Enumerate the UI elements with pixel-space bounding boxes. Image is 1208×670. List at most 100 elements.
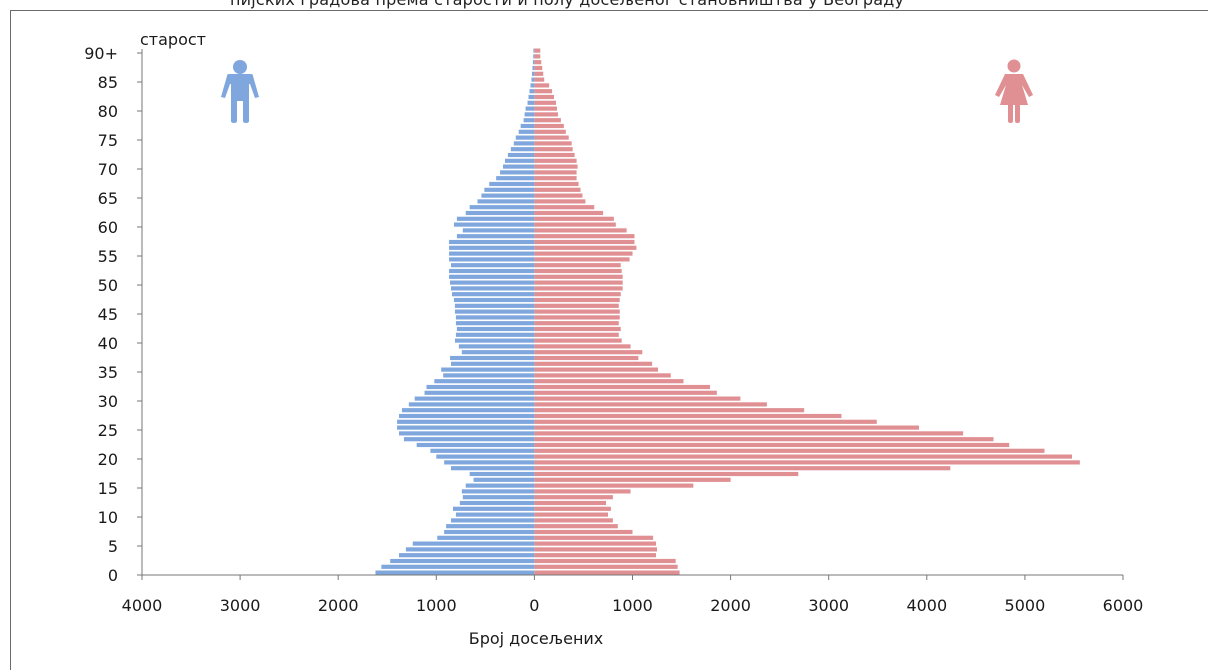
x-tick-label: 1000 xyxy=(416,596,457,615)
female-bar-age-67 xyxy=(534,181,579,187)
y-tick-label: 20 xyxy=(98,450,118,469)
female-bar-age-50 xyxy=(534,280,623,285)
female-bar-age-7 xyxy=(534,529,633,535)
female-bar-age-57 xyxy=(534,239,635,245)
male-bar-age-77 xyxy=(520,123,535,129)
male-bar-age-37 xyxy=(450,355,535,361)
male-bar-age-20 xyxy=(436,454,535,459)
male-bar-age-69 xyxy=(500,170,535,175)
labels-layer: старост Број досељених 4000 3000 2000 1000 0… xyxy=(84,30,1143,648)
female-bar-age-90 xyxy=(534,48,541,53)
male-bar-age-35 xyxy=(441,367,535,372)
male-bar-age-75 xyxy=(515,135,535,140)
male-bar-age-34 xyxy=(443,373,535,378)
male-bar-age-49 xyxy=(451,286,535,291)
y-tick-label: 30 xyxy=(98,392,118,411)
y-tick-label: 10 xyxy=(98,508,118,527)
male-bar-age-22 xyxy=(416,442,535,448)
male-bar-age-56 xyxy=(449,245,535,250)
male-bar-age-15 xyxy=(465,483,535,488)
male-bar-age-65 xyxy=(481,193,535,198)
male-bar-age-41 xyxy=(455,332,535,337)
x-tick-label: 3000 xyxy=(808,596,849,615)
female-bar-age-70 xyxy=(534,164,578,169)
female-bar-age-6 xyxy=(534,535,654,540)
male-bar-age-66 xyxy=(484,187,535,192)
female-bar-age-44 xyxy=(534,315,620,320)
male-bar-age-36 xyxy=(451,361,535,366)
female-bar-age-12 xyxy=(534,500,607,506)
y-tick-label: 70 xyxy=(98,160,118,179)
female-bar-age-1 xyxy=(534,564,678,569)
male-bar-age-73 xyxy=(510,147,535,152)
male-bar-age-60 xyxy=(453,222,535,227)
male-bar-age-32 xyxy=(426,384,535,390)
male-bar-age-62 xyxy=(465,210,535,216)
female-bar-age-61 xyxy=(534,216,614,221)
male-bar-age-44 xyxy=(455,315,535,320)
x-tick-label: 4000 xyxy=(906,596,947,615)
male-bar-age-38 xyxy=(461,350,535,355)
female-bar-age-72 xyxy=(534,152,575,158)
male-bar-age-53 xyxy=(451,263,535,268)
male-bar-age-71 xyxy=(504,158,535,163)
female-bar-age-59 xyxy=(534,228,627,233)
female-bar-age-45 xyxy=(534,309,620,314)
y-tick-label: 40 xyxy=(98,334,118,353)
female-bar-age-49 xyxy=(534,286,623,291)
male-figure-icon xyxy=(221,60,259,123)
x-tick-label: 5000 xyxy=(1005,596,1046,615)
female-bar-age-60 xyxy=(534,222,616,227)
male-bar-age-30 xyxy=(414,396,535,401)
female-bar-age-78 xyxy=(534,118,561,123)
y-tick-label: 60 xyxy=(98,218,118,237)
male-bar-age-4 xyxy=(405,547,535,552)
male-bar-age-10 xyxy=(455,512,535,517)
female-bar-age-86 xyxy=(534,71,544,76)
y-tick-label: 90+ xyxy=(84,44,118,63)
female-bar-age-33 xyxy=(534,379,684,384)
male-bar-age-68 xyxy=(496,176,535,181)
x-tick-label: 2000 xyxy=(318,596,359,615)
female-bar-age-52 xyxy=(534,268,622,274)
male-bar-age-2 xyxy=(390,558,535,564)
female-bar-age-51 xyxy=(534,274,623,279)
male-bar-age-84 xyxy=(530,83,535,88)
female-bar-age-41 xyxy=(534,332,619,337)
female-bar-age-13 xyxy=(534,495,613,500)
female-bar-age-16 xyxy=(534,477,731,482)
female-bar-age-30 xyxy=(534,396,741,401)
female-bar-age-48 xyxy=(534,292,621,297)
male-bar-age-70 xyxy=(503,164,535,169)
female-bar-age-81 xyxy=(534,100,556,105)
male-bar-age-26 xyxy=(397,419,535,424)
female-bar-age-89 xyxy=(534,54,541,59)
male-bar-age-88 xyxy=(532,60,535,65)
y-tick-label: 5 xyxy=(108,537,118,556)
y-tick-label: 15 xyxy=(98,479,118,498)
male-bar-age-33 xyxy=(434,379,535,384)
male-bar-age-6 xyxy=(437,535,535,540)
male-bar-age-28 xyxy=(401,408,535,413)
male-bar-age-21 xyxy=(430,448,535,453)
female-bar-age-39 xyxy=(534,344,631,349)
female-bar-age-14 xyxy=(534,489,631,494)
x-tick-label: 6000 xyxy=(1103,596,1144,615)
female-bar-age-84 xyxy=(534,83,550,88)
y-tick-label: 75 xyxy=(98,131,118,150)
female-bar-age-35 xyxy=(534,367,659,372)
female-bar-age-46 xyxy=(534,303,619,308)
male-bar-age-79 xyxy=(524,112,535,117)
male-bar-age-47 xyxy=(453,297,535,303)
male-bar-age-48 xyxy=(451,292,535,297)
female-bar-age-31 xyxy=(534,390,717,395)
female-bar-age-18 xyxy=(534,466,951,471)
female-bar-age-79 xyxy=(534,112,558,117)
y-tick-label: 25 xyxy=(98,421,118,440)
female-bar-age-83 xyxy=(534,89,553,94)
male-bar-age-76 xyxy=(518,129,535,134)
male-bar-age-58 xyxy=(456,234,535,239)
female-bar-age-2 xyxy=(534,558,676,564)
male-bar-age-50 xyxy=(450,280,535,285)
